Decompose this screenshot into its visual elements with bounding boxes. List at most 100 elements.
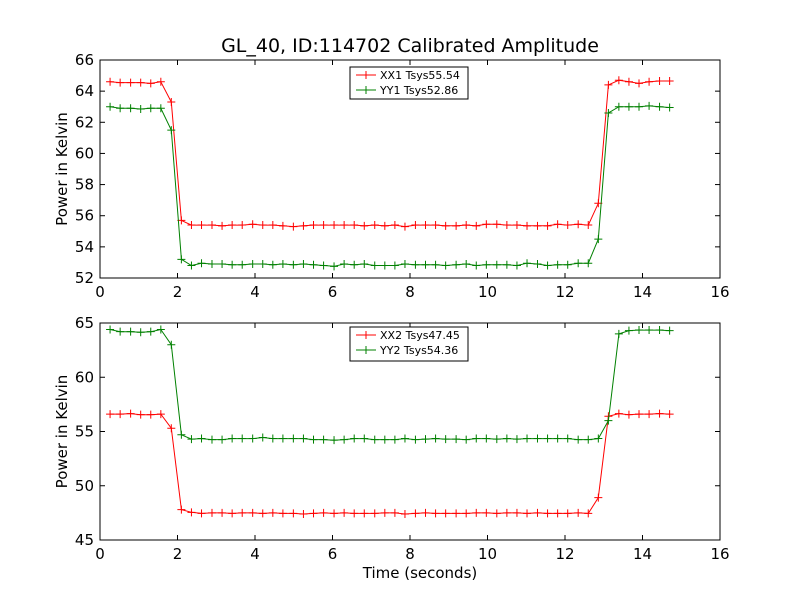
data-point (482, 260, 491, 269)
data-point (645, 410, 654, 419)
data-point (472, 261, 481, 270)
data-point (553, 509, 562, 518)
data-point (584, 259, 593, 268)
y-tick-label: 64 (75, 82, 94, 100)
series-line (110, 79, 670, 228)
data-point (146, 104, 155, 113)
data-point (390, 508, 399, 517)
data-point (411, 221, 420, 230)
data-point (441, 435, 450, 444)
data-point (146, 410, 155, 419)
data-point (309, 435, 318, 444)
series-2-1 (106, 409, 674, 518)
data-point (441, 261, 450, 270)
data-point (665, 103, 674, 112)
data-point (156, 410, 165, 419)
data-point (604, 80, 613, 89)
data-point (604, 108, 613, 117)
data-point (574, 259, 583, 268)
data-point (360, 259, 369, 268)
x-tick-label: 12 (555, 545, 574, 563)
data-point (452, 260, 461, 269)
data-point (319, 435, 328, 444)
data-point (218, 435, 227, 444)
y-tick-label: 66 (75, 51, 94, 69)
data-point (635, 79, 644, 88)
y-tick-label: 50 (75, 477, 94, 495)
data-point (482, 220, 491, 229)
x-tick-label: 14 (633, 283, 652, 301)
data-point (177, 430, 186, 439)
data-point (218, 259, 227, 268)
series-2-2 (106, 325, 674, 445)
data-point (116, 410, 125, 419)
data-point (614, 409, 623, 418)
data-point (116, 78, 125, 87)
series-1-2 (106, 101, 674, 271)
data-point (584, 221, 593, 230)
data-point (614, 102, 623, 111)
data-point (512, 221, 521, 230)
data-point (116, 327, 125, 336)
data-point (543, 509, 552, 518)
data-point (187, 221, 196, 230)
data-point (635, 410, 644, 419)
data-point (167, 424, 176, 433)
data-point (492, 220, 501, 229)
data-point (635, 326, 644, 335)
data-point (167, 340, 176, 349)
data-point (319, 508, 328, 517)
x-tick-label: 2 (173, 545, 183, 563)
data-point (278, 509, 287, 518)
data-point (248, 259, 257, 268)
data-point (502, 221, 511, 230)
x-tick-label: 8 (405, 283, 415, 301)
data-point (238, 221, 247, 230)
data-point (655, 77, 664, 86)
data-point (156, 77, 165, 86)
data-point (370, 435, 379, 444)
data-point (218, 221, 227, 230)
data-point (258, 259, 267, 268)
data-point (330, 509, 339, 518)
data-point (106, 325, 115, 334)
data-point (340, 435, 349, 444)
data-point (350, 434, 359, 443)
data-point (238, 508, 247, 517)
y-tick-label: 58 (75, 176, 94, 194)
data-point (594, 235, 603, 244)
y-tick-label: 65 (75, 314, 94, 332)
data-point (350, 509, 359, 518)
data-point (268, 508, 277, 517)
x-tick-label: 4 (250, 545, 260, 563)
data-point (492, 260, 501, 269)
y-axis-label: Power in Kelvin (53, 112, 71, 226)
data-point (309, 260, 318, 269)
data-point (380, 221, 389, 230)
data-point (340, 508, 349, 517)
x-tick-label: 4 (250, 283, 260, 301)
y-axis-label: Power in Kelvin (53, 375, 71, 489)
x-tick-label: 0 (95, 283, 105, 301)
data-point (299, 509, 308, 518)
data-point (268, 260, 277, 269)
data-point (462, 435, 471, 444)
data-point (462, 221, 471, 230)
data-point (563, 509, 572, 518)
x-tick-label: 6 (328, 283, 338, 301)
data-point (330, 436, 339, 445)
data-point (574, 220, 583, 229)
data-point (187, 261, 196, 270)
data-point (624, 410, 633, 419)
data-point (238, 434, 247, 443)
x-tick-label: 16 (710, 283, 729, 301)
legend-marker (362, 71, 370, 79)
series-line (110, 413, 670, 515)
data-point (207, 435, 216, 444)
data-point (207, 259, 216, 268)
x-tick-label: 2 (173, 283, 183, 301)
data-point (289, 509, 298, 518)
data-point (207, 508, 216, 517)
data-point (604, 416, 613, 425)
data-point (350, 221, 359, 230)
